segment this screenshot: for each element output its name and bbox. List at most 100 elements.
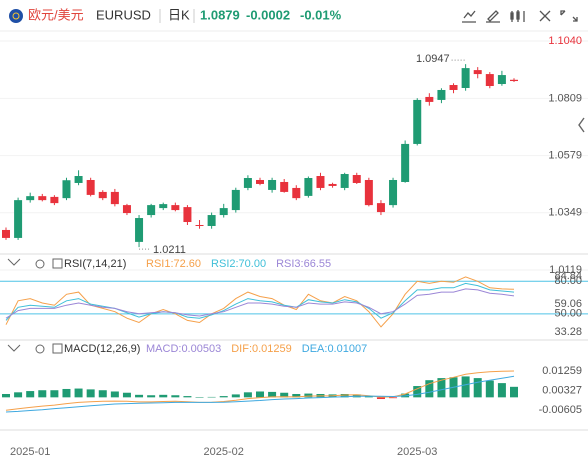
candle-body bbox=[364, 179, 373, 206]
fullscreen-icon[interactable] bbox=[560, 10, 578, 22]
y-tick-label: -0.00605 bbox=[539, 404, 582, 416]
macd-title: MACD(12,26,9) bbox=[64, 343, 140, 355]
candle-body bbox=[50, 196, 59, 204]
candle-body bbox=[437, 89, 446, 100]
y-tick-label: 1.0579 bbox=[548, 150, 582, 162]
symbol: EURUSD bbox=[96, 7, 151, 22]
macd-bar bbox=[473, 378, 482, 398]
high-annotation: 1.0947 bbox=[416, 53, 450, 65]
candle-body bbox=[461, 68, 470, 88]
collapse-icon[interactable] bbox=[7, 344, 21, 352]
expand-icon[interactable] bbox=[52, 258, 63, 269]
macd-bar bbox=[135, 394, 144, 398]
candle-body bbox=[243, 178, 252, 188]
candle-body bbox=[74, 176, 83, 183]
macd-bar bbox=[219, 396, 228, 398]
series-line bbox=[5, 282, 515, 321]
candle-icon[interactable] bbox=[510, 10, 525, 22]
macd-bar bbox=[38, 390, 47, 398]
macd-bar bbox=[159, 394, 168, 398]
x-tick-label: 2025-03 bbox=[397, 446, 437, 458]
x-tick-label: 2025-02 bbox=[204, 446, 244, 458]
draw-icon[interactable] bbox=[486, 10, 500, 23]
candle-body bbox=[26, 196, 35, 201]
macd-bar bbox=[195, 397, 204, 398]
legend-entry: RSI3:66.55 bbox=[276, 258, 331, 270]
candle-body bbox=[292, 187, 301, 199]
macd-bar bbox=[98, 390, 107, 398]
candle-body bbox=[135, 218, 144, 242]
macd-bar bbox=[74, 388, 83, 398]
legend-entry: DEA:0.01007 bbox=[302, 343, 367, 355]
macd-bar bbox=[26, 391, 35, 398]
candle-body bbox=[171, 205, 180, 211]
legend-entry: RSI1:72.60 bbox=[146, 258, 201, 270]
candle-body bbox=[147, 205, 156, 216]
candle-body bbox=[14, 200, 23, 238]
candle-body bbox=[449, 85, 458, 90]
macd-bar bbox=[147, 395, 156, 398]
candle-body bbox=[38, 196, 47, 201]
collapse-icon[interactable] bbox=[7, 258, 21, 266]
macd-bar bbox=[86, 389, 95, 398]
legend-entry: RSI2:70.00 bbox=[211, 258, 266, 270]
macd-bar bbox=[122, 392, 131, 398]
settings-icon[interactable] bbox=[35, 344, 45, 354]
candle-body bbox=[110, 191, 119, 205]
candle-body bbox=[497, 75, 506, 85]
indicator-icon[interactable] bbox=[462, 10, 476, 23]
y-tick-label: 84.84 bbox=[554, 270, 582, 282]
candle-body bbox=[510, 79, 518, 82]
expand-icon[interactable] bbox=[52, 343, 63, 354]
y-tick-label: 1.0119 bbox=[549, 264, 582, 276]
candle-body bbox=[159, 204, 168, 209]
macd-bar bbox=[389, 397, 398, 399]
y-tick-label: 50.00 bbox=[554, 308, 582, 320]
candle-body bbox=[207, 215, 216, 226]
settings-icon[interactable] bbox=[35, 259, 45, 269]
candle-body bbox=[86, 179, 95, 195]
candle-body bbox=[280, 181, 289, 192]
y-tick-label: 33.28 bbox=[554, 326, 582, 338]
macd-bar bbox=[14, 392, 23, 398]
candle-body bbox=[473, 70, 482, 75]
macd-bar bbox=[340, 393, 349, 398]
macd-bar bbox=[510, 386, 518, 398]
candle-body bbox=[256, 179, 264, 184]
candle-body bbox=[352, 175, 361, 183]
collapse-arrow[interactable] bbox=[578, 117, 585, 133]
macd-bar bbox=[304, 393, 313, 398]
tool-icon[interactable] bbox=[539, 10, 551, 22]
y-tick-label: 0.00327 bbox=[542, 384, 582, 396]
y-tick-label: 59.06 bbox=[554, 298, 582, 310]
y-tick-label: 1.0809 bbox=[548, 92, 582, 104]
macd-bar bbox=[50, 390, 59, 398]
x-tick-label: 2025-01 bbox=[10, 446, 50, 458]
change-pct: -0.01% bbox=[300, 7, 342, 22]
macd-bar bbox=[62, 388, 71, 398]
legend-entry: DIF:0.01259 bbox=[231, 343, 292, 355]
candle-body bbox=[340, 174, 349, 188]
macd-bar bbox=[292, 393, 301, 398]
series-line bbox=[5, 375, 515, 413]
candle-body bbox=[62, 180, 71, 199]
candle-body bbox=[328, 183, 337, 186]
series-line bbox=[5, 288, 515, 319]
y-tick-label: 0.01259 bbox=[542, 365, 582, 377]
candle-body bbox=[122, 205, 131, 214]
candle-body bbox=[401, 143, 410, 182]
candle-body bbox=[304, 178, 313, 196]
macd-bar bbox=[425, 380, 434, 398]
macd-bar bbox=[364, 396, 373, 398]
pair-name: 欧元/美元 bbox=[28, 7, 84, 22]
period[interactable]: 日K bbox=[168, 7, 190, 22]
candle-body bbox=[219, 208, 228, 216]
macd-bar bbox=[183, 396, 192, 398]
rsi-title: RSI(7,14,21) bbox=[64, 258, 126, 270]
macd-bar bbox=[110, 391, 119, 398]
macd-bar bbox=[376, 397, 385, 400]
toolbar bbox=[462, 10, 578, 23]
y-tick-label: 80.00 bbox=[554, 275, 582, 287]
candle-body bbox=[485, 74, 494, 87]
